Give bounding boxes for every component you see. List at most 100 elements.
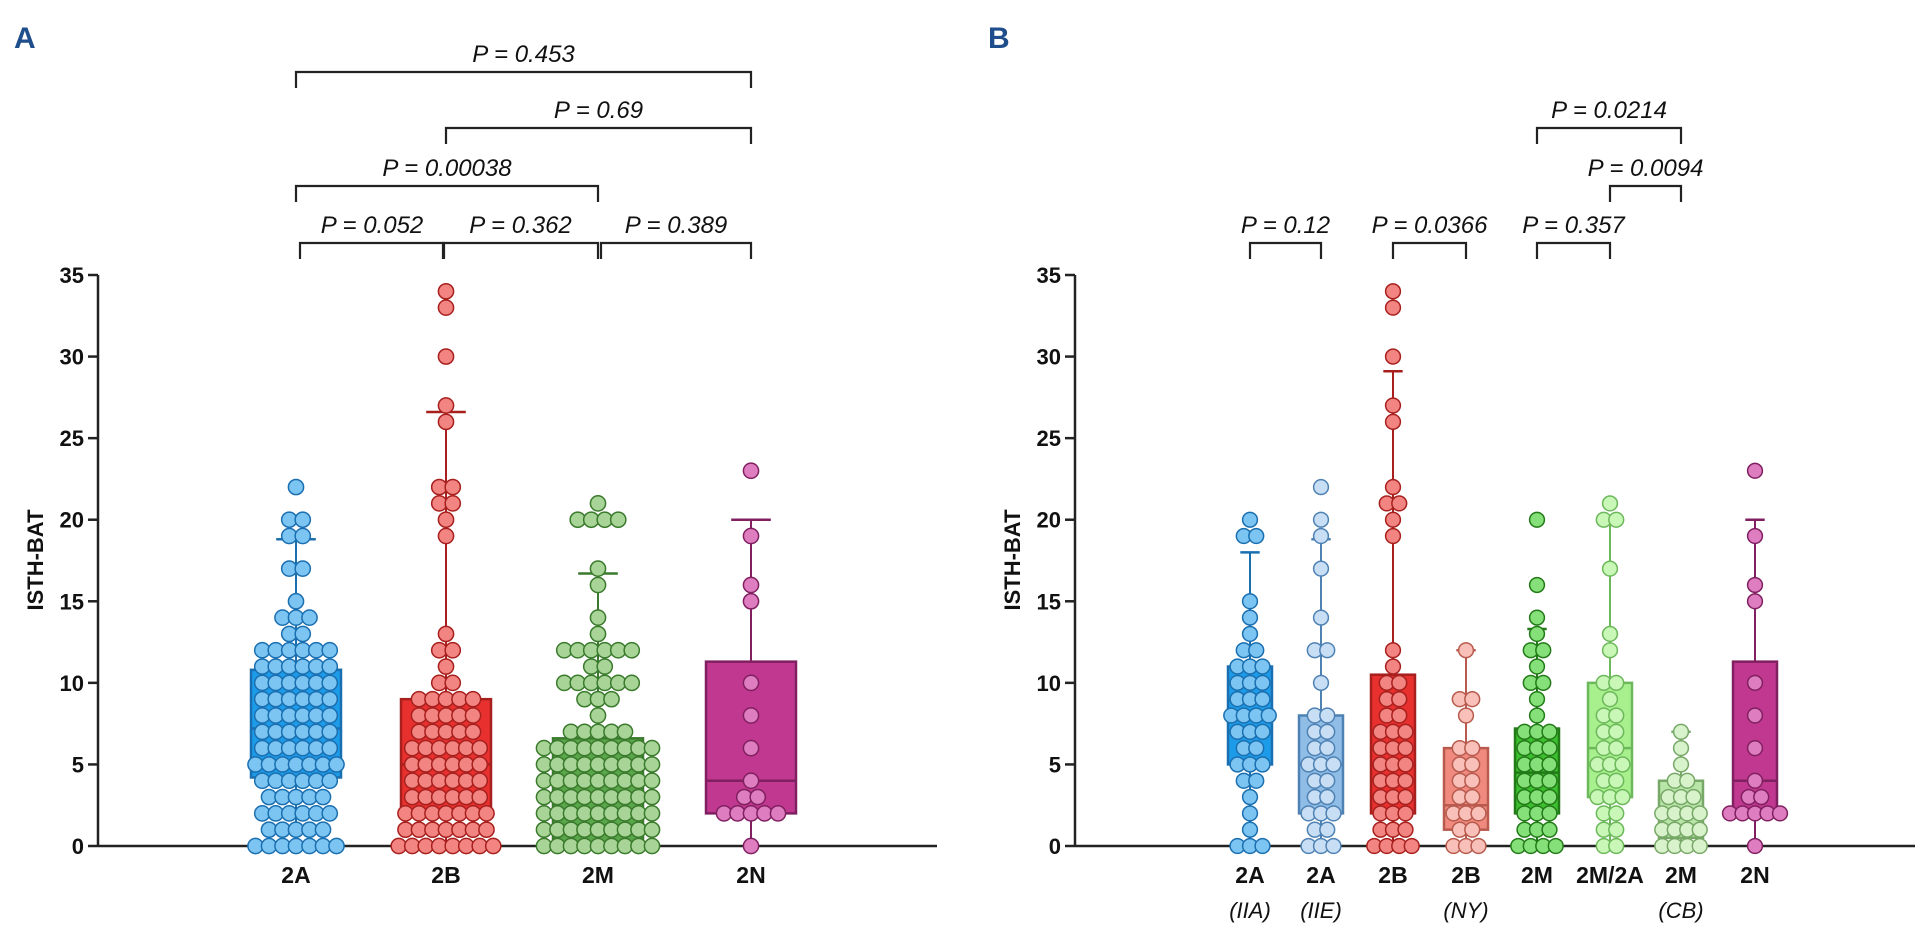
data-point <box>1528 691 1546 708</box>
data-point <box>478 805 495 822</box>
data-point <box>1391 674 1408 692</box>
data-point <box>1608 739 1625 757</box>
data-point <box>1397 821 1414 838</box>
data-point <box>437 658 455 675</box>
x-tick-sublabel: (CB) <box>1658 898 1703 923</box>
x-tick-label: 2A <box>281 862 310 888</box>
bracket-line <box>1391 241 1468 259</box>
data-point <box>301 609 318 626</box>
data-point <box>1679 772 1696 789</box>
data-point <box>437 625 455 643</box>
data-point <box>1248 739 1265 757</box>
data-point <box>1601 642 1619 659</box>
y-tick-label: 35 <box>60 263 84 288</box>
data-point <box>1528 609 1546 626</box>
data-point <box>437 527 455 545</box>
y-tick-label: 30 <box>60 345 84 370</box>
data-point <box>321 723 339 741</box>
data-point <box>1753 788 1770 806</box>
data-point <box>589 495 607 512</box>
data-point <box>321 739 339 757</box>
data-point <box>1391 707 1408 724</box>
data-point <box>1384 348 1402 365</box>
data-point <box>769 805 787 822</box>
p-value-label: P = 0.0094 <box>1588 155 1704 182</box>
data-point <box>742 739 760 757</box>
bracket-line <box>441 241 600 259</box>
group-2b <box>390 282 502 855</box>
data-point <box>1384 658 1402 675</box>
group-2m-2a <box>1586 495 1634 855</box>
comparisons-a: P = 0.453 P = 0.69 P = 0.00038 P = 0.052 P =… <box>294 41 753 259</box>
data-point <box>742 527 760 545</box>
data-point <box>596 658 614 675</box>
x-tick-sublabel: (IIA) <box>1229 898 1271 923</box>
data-point <box>464 723 482 741</box>
data-point <box>1608 707 1625 724</box>
data-point <box>1685 788 1702 806</box>
data-point <box>1601 495 1619 512</box>
x-tick-label: 2B <box>1378 862 1407 888</box>
data-point <box>1464 739 1481 757</box>
x-tick-label: 2M/2A <box>1576 862 1644 888</box>
data-point <box>1384 642 1402 659</box>
p-value-label: P = 0.052 <box>321 212 424 239</box>
data-point <box>321 690 339 708</box>
data-point <box>1541 788 1558 806</box>
data-point <box>444 641 462 659</box>
data-point <box>1746 739 1764 757</box>
panel-b: B ISTH-BAT 0 5 10 15 20 25 30 35 2A (IIA) 2A (IIE)… <box>988 22 1915 923</box>
data-point <box>471 756 489 773</box>
data-point <box>1312 674 1330 692</box>
data-point <box>1464 691 1481 708</box>
data-point <box>287 478 305 496</box>
data-point <box>1746 527 1764 545</box>
comparison-bracket: P = 0.052 <box>298 212 446 259</box>
data-point <box>609 511 627 529</box>
data-point <box>589 625 607 643</box>
group-2a-iia <box>1223 511 1277 855</box>
data-point <box>1241 511 1259 528</box>
data-point <box>464 690 482 708</box>
data-point <box>1325 805 1342 822</box>
comparison-bracket: P = 0.0214 <box>1535 97 1683 144</box>
data-point <box>1691 805 1708 822</box>
x-tick-label: 2M <box>1521 862 1553 888</box>
data-point <box>1312 527 1330 545</box>
p-value-label: P = 0.69 <box>554 97 643 124</box>
data-point <box>1746 772 1764 789</box>
x-labels-b: 2A (IIA) 2A (IIE) 2B 2B (NY) 2M 2M/2A 2M (CB) 2N <box>1229 862 1769 923</box>
data-point <box>1384 397 1402 414</box>
y-ticks-b: 0 5 10 15 20 25 30 35 <box>1037 263 1075 859</box>
data-point <box>616 723 634 741</box>
data-point <box>444 674 462 692</box>
bracket-line <box>294 184 600 202</box>
data-point <box>471 739 489 757</box>
data-point <box>1241 805 1259 822</box>
data-point <box>1384 478 1402 496</box>
data-point <box>1691 837 1708 855</box>
data-point <box>437 282 455 300</box>
data-point <box>1254 674 1271 692</box>
panel-a: A ISTH-BAT 0 5 10 15 20 25 30 35 2A 2B 2M 2N P = 0… <box>14 22 937 888</box>
data-point <box>484 837 502 855</box>
data-point <box>1397 756 1414 773</box>
data-point <box>1608 805 1625 822</box>
y-axis-label-b: ISTH-BAT <box>1000 509 1025 611</box>
bracket-line <box>1248 241 1323 259</box>
groups-a <box>247 282 798 855</box>
data-point <box>1601 625 1619 643</box>
data-point <box>1541 723 1558 740</box>
panel-letter-a: A <box>14 22 36 55</box>
comparison-bracket: P = 0.389 <box>599 212 753 259</box>
data-point <box>1397 723 1414 740</box>
data-point <box>643 772 661 790</box>
data-point <box>1528 707 1546 724</box>
data-point <box>314 821 332 839</box>
y-tick-label: 30 <box>1037 345 1061 370</box>
data-point <box>1241 609 1259 626</box>
p-value-label: P = 0.0366 <box>1372 212 1489 239</box>
comparisons-b: P = 0.0214 P = 0.0094 P = 0.12 P = 0.0366 P … <box>1241 97 1704 259</box>
data-point <box>643 788 661 806</box>
data-point <box>1254 837 1271 855</box>
